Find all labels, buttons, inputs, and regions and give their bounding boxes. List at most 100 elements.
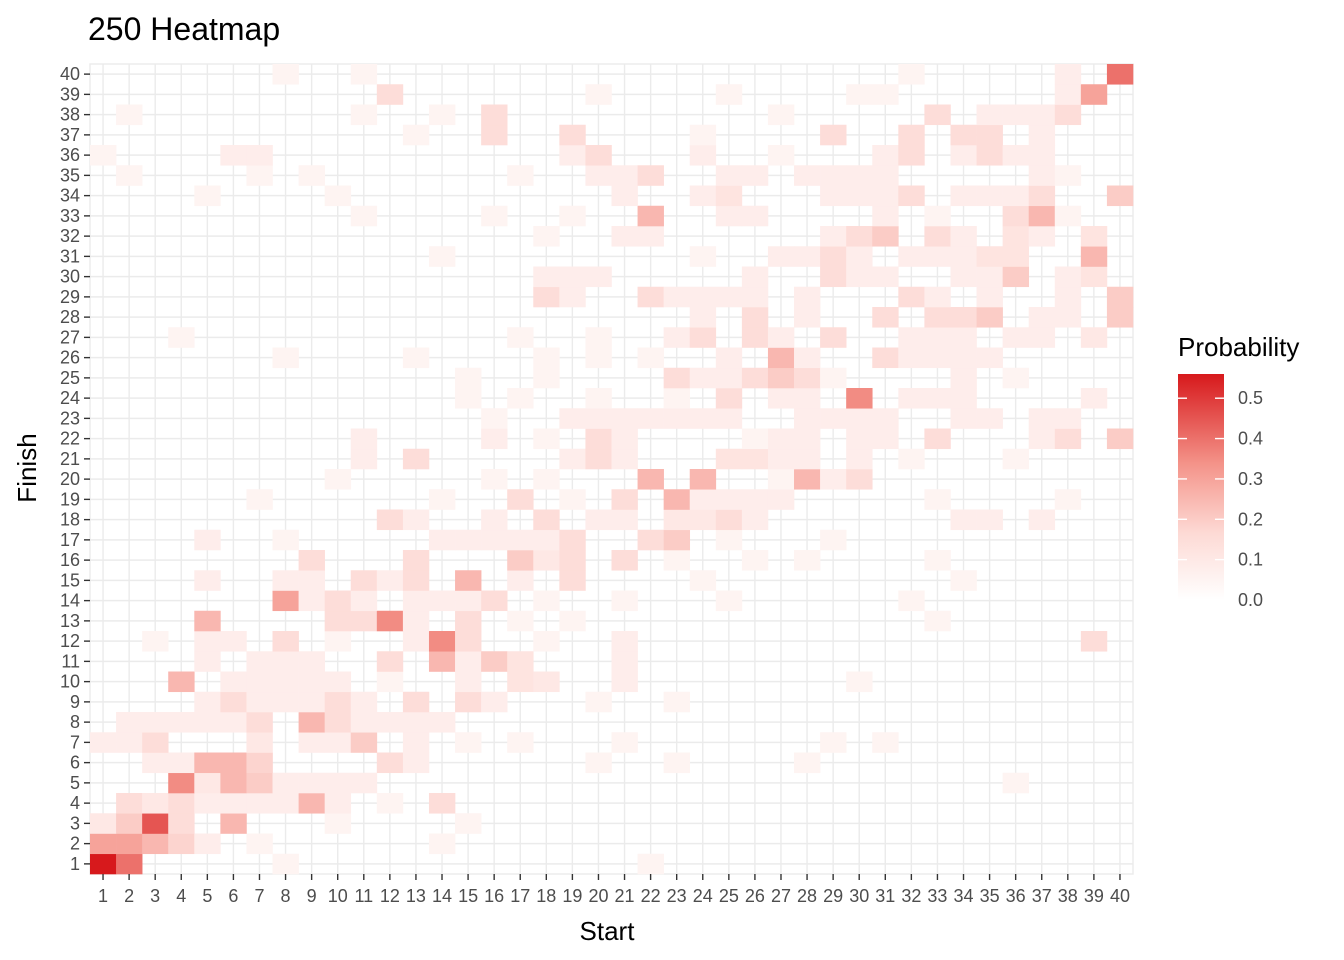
heatmap-cell xyxy=(820,367,847,389)
heatmap-cell xyxy=(1106,307,1134,328)
y-tick-label: 29 xyxy=(60,287,80,307)
heatmap-cell xyxy=(820,529,847,551)
heatmap-cell xyxy=(194,651,221,672)
heatmap-cell xyxy=(767,448,795,470)
y-tick-label: 26 xyxy=(60,348,80,368)
heatmap-cell xyxy=(950,266,977,288)
heatmap-cell xyxy=(976,145,1003,166)
heatmap-cell xyxy=(168,833,195,855)
x-tick-label: 31 xyxy=(875,886,895,906)
heatmap-cell xyxy=(428,833,456,855)
heatmap-cell xyxy=(298,651,325,672)
heatmap-cell xyxy=(376,793,404,814)
heatmap-cell xyxy=(324,691,352,713)
heatmap-cell xyxy=(142,813,169,834)
heatmap-cell xyxy=(846,448,873,470)
heatmap-cell xyxy=(663,408,691,429)
heatmap-cell xyxy=(324,732,352,753)
heatmap-cell xyxy=(976,266,1003,288)
heatmap-cell xyxy=(924,550,951,571)
heatmap-cell xyxy=(428,651,456,672)
heatmap-cell xyxy=(1028,408,1056,429)
heatmap-cell xyxy=(324,185,352,207)
heatmap-cell xyxy=(1028,145,1056,166)
heatmap-cell xyxy=(950,367,977,389)
heatmap-cell xyxy=(846,165,873,186)
heatmap-cell xyxy=(350,772,378,794)
heatmap-cell xyxy=(1002,145,1030,166)
heatmap-cell xyxy=(950,145,977,166)
heatmap-cell xyxy=(1028,205,1056,227)
heatmap-cell xyxy=(533,590,560,612)
heatmap-cell xyxy=(820,266,847,288)
heatmap-cell xyxy=(1002,266,1030,288)
heatmap-cell xyxy=(350,64,378,85)
heatmap-cell xyxy=(585,691,612,713)
heatmap-cell xyxy=(794,550,821,571)
heatmap-cell xyxy=(585,408,612,429)
heatmap-cell xyxy=(715,347,743,369)
heatmap-cell xyxy=(637,226,664,247)
heatmap-cell xyxy=(142,752,169,774)
x-tick-label: 18 xyxy=(536,886,556,906)
heatmap-cell xyxy=(116,104,143,126)
heatmap-cell xyxy=(611,590,638,612)
heatmap-cell xyxy=(846,388,873,409)
heatmap-cell xyxy=(924,388,951,409)
heatmap-cell xyxy=(533,266,560,288)
heatmap-cell xyxy=(976,104,1003,126)
heatmap-cell xyxy=(350,610,378,632)
heatmap-cell xyxy=(533,671,560,693)
heatmap-cell xyxy=(741,448,769,470)
heatmap-cell xyxy=(924,286,951,308)
heatmap-cell xyxy=(715,388,743,409)
heatmap-cell xyxy=(767,145,795,166)
heatmap-cell xyxy=(1028,104,1056,126)
heatmap-cell xyxy=(715,205,743,227)
x-tick-label: 4 xyxy=(176,886,186,906)
heatmap-cell xyxy=(220,671,247,693)
heatmap-cell xyxy=(767,489,795,510)
x-tick-label: 8 xyxy=(281,886,291,906)
y-tick-label: 23 xyxy=(60,408,80,428)
y-tick-label: 4 xyxy=(70,793,80,813)
heatmap-cell xyxy=(950,388,977,409)
y-tick-label: 32 xyxy=(60,226,80,246)
heatmap-cell xyxy=(1080,631,1108,652)
heatmap-cell xyxy=(168,752,195,774)
heatmap-cell xyxy=(428,246,456,267)
heatmap-cell xyxy=(350,570,378,591)
heatmap-cell xyxy=(846,469,873,490)
x-tick-label: 16 xyxy=(484,886,504,906)
x-tick-label: 14 xyxy=(432,886,452,906)
heatmap-cell xyxy=(663,489,691,510)
heatmap-cell xyxy=(298,570,325,591)
heatmap-cell xyxy=(1054,205,1082,227)
legend-tick-label: 0.2 xyxy=(1238,509,1263,529)
y-tick-label: 12 xyxy=(60,631,80,651)
heatmap-cell xyxy=(689,570,717,591)
heatmap-cell xyxy=(1002,772,1030,794)
heatmap-cell xyxy=(90,732,117,753)
y-axis-ticks: 1234567891011121314151617181920212223242… xyxy=(60,64,90,874)
heatmap-cell xyxy=(689,469,717,490)
heatmap-cell xyxy=(402,550,430,571)
heatmap-cell xyxy=(689,246,717,267)
x-tick-label: 7 xyxy=(254,886,264,906)
heatmap-cell xyxy=(637,408,664,429)
heatmap-cell xyxy=(924,246,951,267)
heatmap-cell xyxy=(820,408,847,429)
heatmap-cell xyxy=(846,428,873,450)
heatmap-cell xyxy=(350,691,378,713)
heatmap-cell xyxy=(272,64,299,85)
y-tick-label: 1 xyxy=(70,854,80,874)
heatmap-cell xyxy=(402,448,430,470)
heatmap-cell xyxy=(194,570,221,591)
heatmap-cell xyxy=(689,145,717,166)
heatmap-cell xyxy=(585,145,612,166)
heatmap-cell xyxy=(324,712,352,733)
y-tick-label: 18 xyxy=(60,510,80,530)
heatmap-cell xyxy=(663,509,691,531)
x-tick-label: 39 xyxy=(1084,886,1104,906)
heatmap-cell xyxy=(872,165,899,186)
